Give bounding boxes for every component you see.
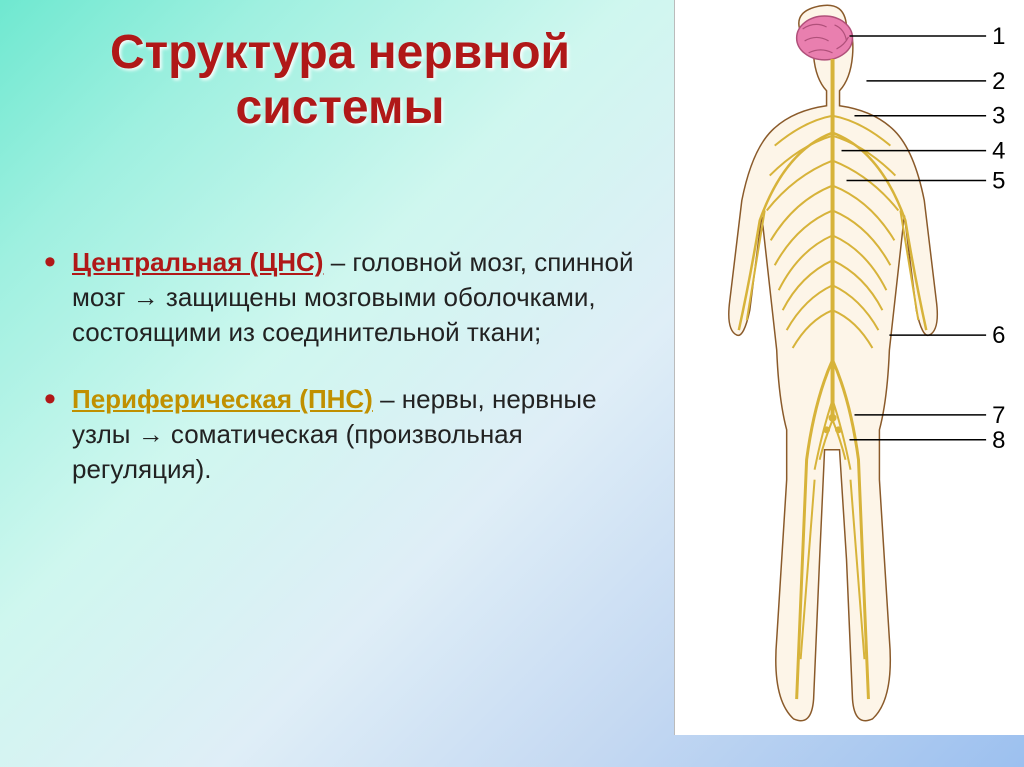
brain-icon (797, 16, 853, 60)
diagram-label-number: 1 (992, 23, 1005, 50)
diagram-label-number: 2 (992, 68, 1005, 95)
anatomy-diagram: 1 2 3 4 5 6 78 (674, 0, 1024, 735)
bullet-list: Центральная (ЦНС) – головной мозг, спинн… (40, 245, 660, 488)
diagram-label-number: 8 (992, 427, 1005, 454)
bullet-term: Периферическая (ПНС) (72, 384, 373, 414)
bullet-item: Центральная (ЦНС) – головной мозг, спинн… (40, 245, 660, 350)
diagram-label-number: 6 (992, 322, 1005, 349)
diagram-label-number: 4 (992, 138, 1005, 165)
diagram-label-number: 5 (992, 168, 1005, 195)
diagram-label-number: 3 (992, 103, 1005, 130)
diagram-label-number: 7 (992, 402, 1005, 429)
bullet-item: Периферическая (ПНС) – нервы, нервные уз… (40, 382, 660, 487)
slide-content: Центральная (ЦНС) – головной мозг, спинн… (40, 245, 660, 520)
slide-title: Структура нервной системы (60, 25, 620, 135)
bullet-term: Центральная (ЦНС) (72, 247, 323, 277)
